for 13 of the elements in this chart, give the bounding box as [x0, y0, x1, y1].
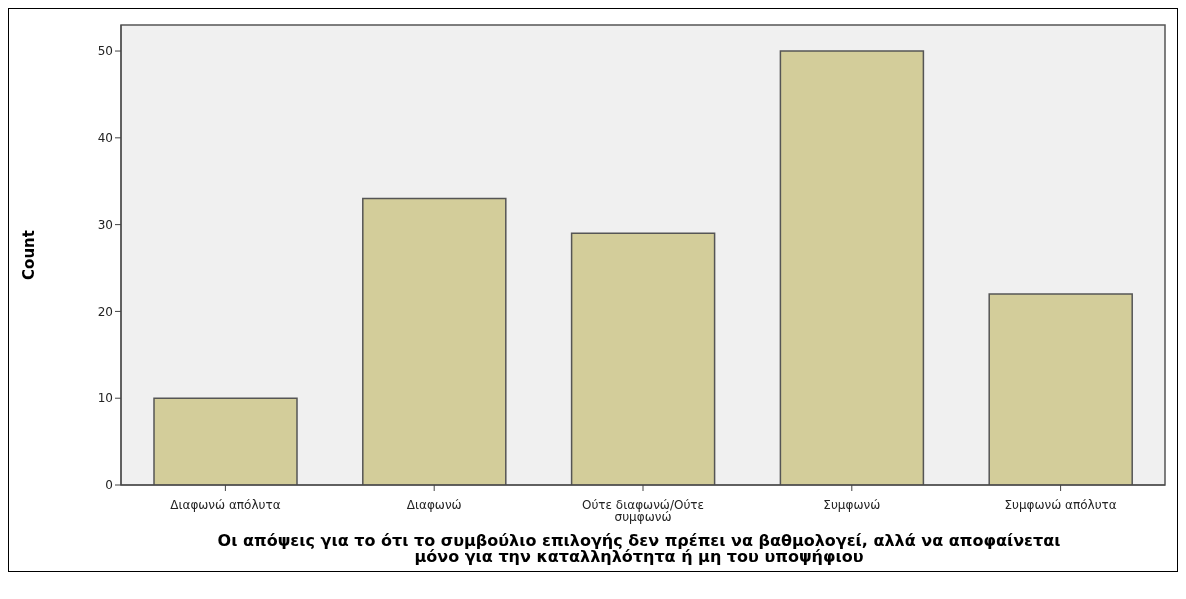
x-tick-label: Συμφωνώ απόλυτα [1004, 498, 1117, 512]
x-tick-label: Ούτε διαφωνώ/Ούτε συμφωνώ [581, 498, 705, 524]
x-tick-label: Διαφωνώ [406, 498, 462, 512]
y-tick-label: 30 [97, 217, 113, 232]
y-tick-label: 40 [97, 131, 113, 146]
y-tick-label: 0 [105, 478, 113, 493]
y-tick-label: 10 [97, 391, 113, 406]
x-tick-label: Συμφωνώ [823, 498, 881, 512]
y-tick-label: 20 [97, 304, 113, 319]
x-tick-label: Διαφωνώ απόλυτα [170, 498, 281, 512]
x-axis-title: Οι απόψεις για το ότι το συμβούλιο επιλογής δεν πρέπει να βαθμολογεί, αλλά να αποφαίνεται μόνο για την καταλληλότητα ή μη του υποψήφιου [216, 531, 1062, 566]
y-tick-label: 50 [97, 44, 113, 59]
y-axis-title: Count [20, 230, 39, 280]
